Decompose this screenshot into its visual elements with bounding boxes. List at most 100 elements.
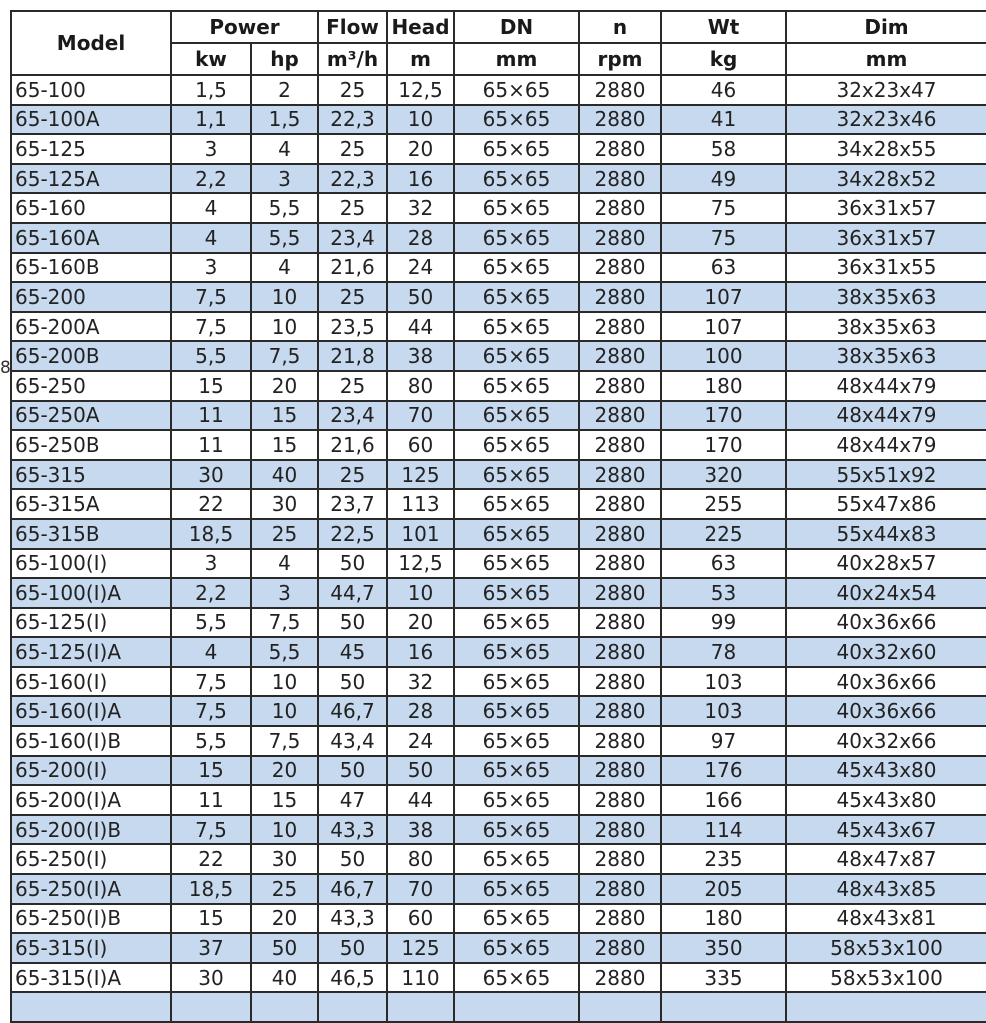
cell-kw: 18,5 — [170, 873, 252, 905]
cell-rpm: 2880 — [578, 784, 662, 816]
table-row: 65-200(I) 15 20 50 50 65×65 2880 176 45x43x80 — [10, 754, 986, 787]
cell-hp: 50 — [250, 932, 319, 964]
cell-weight: 107 — [660, 310, 787, 343]
cell-kw: 7,5 — [170, 813, 252, 846]
cell-model: 65-125(I)A — [10, 636, 172, 668]
cell-model: 65-160(I)A — [10, 695, 172, 728]
cell-weight: 100 — [660, 340, 787, 372]
cell-head: 32 — [386, 192, 455, 224]
table-row: 65-200(I)A 11 15 47 44 65×65 2880 166 45x43x80 — [10, 784, 986, 816]
header-dn: DN — [453, 10, 580, 44]
cell-weight: 170 — [660, 399, 787, 432]
cell-rpm: 2880 — [578, 369, 662, 402]
cell-head: 50 — [386, 281, 455, 313]
cell-dim: 40x36x66 — [785, 606, 986, 639]
cell-kw: 2,2 — [170, 577, 252, 609]
cell-rpm: 2880 — [578, 281, 662, 313]
cell-dn: 65×65 — [453, 192, 580, 224]
cell-head: 125 — [386, 932, 455, 964]
header-head: Head — [386, 10, 455, 44]
cell-head: 80 — [386, 369, 455, 402]
table-row: 65-125 3 4 25 20 65×65 2880 58 34x28x55 — [10, 133, 986, 165]
cell-flow: 25 — [317, 192, 388, 224]
cell-weight: 176 — [660, 754, 787, 787]
cell-dim: 45x43x80 — [785, 754, 986, 787]
cell-dn: 65×65 — [453, 902, 580, 935]
cell-dim: 58x53x100 — [785, 961, 986, 994]
cell-hp: 15 — [250, 784, 319, 816]
table-row: 65-315B 18,5 25 22,5 101 65×65 2880 225 55x44x83 — [10, 517, 986, 550]
cell-dim: 34x28x55 — [785, 133, 986, 165]
cell-dim: 32x23x47 — [785, 74, 986, 106]
cell-kw: 30 — [170, 458, 252, 491]
cell-kw: 11 — [170, 784, 252, 816]
cell-flow: 43,3 — [317, 813, 388, 846]
cell-dn: 65×65 — [453, 399, 580, 432]
cell-kw: 22 — [170, 843, 252, 876]
cell-head: 28 — [386, 221, 455, 254]
cell-dn: 65×65 — [453, 695, 580, 728]
table-row: 65-250(I)B 15 20 43,3 60 65×65 2880 180 48x43x81 — [10, 902, 986, 935]
cell-weight: 78 — [660, 636, 787, 668]
cell-weight: 335 — [660, 961, 787, 994]
cell-kw: 15 — [170, 754, 252, 787]
table-row: 65-100A 1,1 1,5 22,3 10 65×65 2880 41 32x23x46 — [10, 103, 986, 136]
cell-kw: 15 — [170, 902, 252, 935]
cell-dn: 65×65 — [453, 74, 580, 106]
table-row: 65-315(I) 37 50 50 125 65×65 2880 350 58x53x100 — [10, 932, 986, 964]
cell-dim: 38x35x63 — [785, 310, 986, 343]
cell-dim: 38x35x63 — [785, 340, 986, 372]
cell-dn: 65×65 — [453, 281, 580, 313]
cell-dn: 65×65 — [453, 577, 580, 609]
cell-flow: 50 — [317, 754, 388, 787]
cell-hp: 4 — [250, 251, 319, 284]
table-row: 65-200(I)B 7,5 10 43,3 38 65×65 2880 114 45x43x6… — [10, 813, 986, 846]
cell-model: 65-315(I)A — [10, 961, 172, 994]
cell-dn: 65×65 — [453, 103, 580, 136]
cell-head — [386, 991, 455, 1023]
cell-kw: 5,5 — [170, 340, 252, 372]
cell-rpm: 2880 — [578, 725, 662, 757]
cell-hp: 40 — [250, 961, 319, 994]
cell-dn: 65×65 — [453, 843, 580, 876]
cell-model: 65-160B — [10, 251, 172, 284]
cell-flow: 25 — [317, 74, 388, 106]
cell-dn: 65×65 — [453, 813, 580, 846]
cell-head: 28 — [386, 695, 455, 728]
cell-dn: 65×65 — [453, 754, 580, 787]
table-row — [10, 991, 986, 1023]
cell-weight: 75 — [660, 221, 787, 254]
cell-weight: 114 — [660, 813, 787, 846]
header-wt: Wt — [660, 10, 787, 44]
cell-kw: 4 — [170, 192, 252, 224]
cell-weight: 255 — [660, 488, 787, 520]
cell-flow: 50 — [317, 932, 388, 964]
cell-weight: 350 — [660, 932, 787, 964]
unit-dn: mm — [453, 42, 580, 76]
cell-head: 38 — [386, 340, 455, 372]
cell-kw: 7,5 — [170, 695, 252, 728]
cell-weight: 180 — [660, 369, 787, 402]
cell-kw: 5,5 — [170, 725, 252, 757]
cell-head: 60 — [386, 429, 455, 461]
cell-dim: 45x43x80 — [785, 784, 986, 816]
cell-model: 65-315 — [10, 458, 172, 491]
stray-page-number: 8 — [0, 358, 11, 378]
cell-weight: 320 — [660, 458, 787, 491]
cell-dim: 38x35x63 — [785, 281, 986, 313]
cell-flow: 23,5 — [317, 310, 388, 343]
cell-weight: 225 — [660, 517, 787, 550]
cell-weight — [660, 991, 787, 1023]
cell-model: 65-250B — [10, 429, 172, 461]
cell-dim: 40x36x66 — [785, 665, 986, 698]
table-row: 65-100 1,5 2 25 12,5 65×65 2880 46 32x23x47 — [10, 74, 986, 106]
cell-dn: 65×65 — [453, 784, 580, 816]
cell-rpm: 2880 — [578, 133, 662, 165]
cell-model: 65-160 — [10, 192, 172, 224]
cell-dim: 55x47x86 — [785, 488, 986, 520]
cell-dn: 65×65 — [453, 517, 580, 550]
cell-head: 10 — [386, 103, 455, 136]
cell-dn: 65×65 — [453, 458, 580, 491]
cell-model: 65-200(I)B — [10, 813, 172, 846]
cell-hp: 30 — [250, 843, 319, 876]
